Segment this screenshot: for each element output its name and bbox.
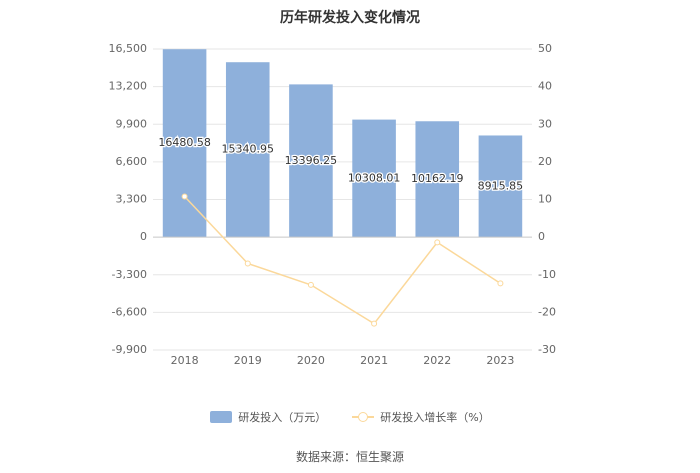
data-source: 数据来源：恒生聚源	[295, 450, 404, 464]
growth-rate-point	[181, 193, 188, 200]
legend-line-swatch	[352, 411, 375, 423]
chart-title: 历年研发投入变化情况	[280, 10, 420, 26]
bar-data-label: 16480.58	[158, 136, 211, 149]
legend-item-bar[interactable]: 研发投入（万元）	[210, 409, 326, 425]
bar-data-label: 10162.19	[411, 172, 464, 185]
legend-line-label: 研发投入增长率（%）	[380, 411, 490, 424]
legend-bar-swatch	[210, 411, 233, 423]
y-right-tick-label: 10	[538, 193, 552, 206]
chart-legend: 研发投入（万元） 研发投入增长率（%）	[0, 409, 700, 425]
bar	[352, 119, 396, 238]
bar-data-label: 8915.85	[478, 179, 524, 192]
bar-data-label: 10308.01	[348, 171, 401, 184]
x-tick-label: 2022	[423, 354, 451, 367]
y-right-tick-label: 0	[538, 230, 545, 243]
bar	[478, 135, 523, 238]
bar	[162, 49, 207, 238]
y-left-tick-label: 16,500	[109, 42, 148, 55]
growth-rate-point	[497, 280, 504, 287]
y-right-tick-label: 20	[538, 155, 552, 168]
y-left-tick-label: -9,900	[112, 343, 147, 356]
growth-rate-point	[434, 239, 441, 246]
y-left-tick-label: 6,600	[116, 155, 148, 168]
x-tick-label: 2023	[486, 354, 514, 367]
y-left-tick-label: -6,600	[112, 305, 147, 318]
y-right-tick-label: -20	[538, 305, 556, 318]
y-left-tick-label: 3,300	[116, 193, 148, 206]
y-right-tick-label: 30	[538, 117, 552, 130]
x-tick-label: 2020	[297, 354, 325, 367]
y-right-tick-label: -30	[538, 343, 556, 356]
legend-item-line[interactable]: 研发投入增长率（%）	[352, 409, 490, 425]
bar	[225, 62, 270, 238]
y-left-tick-label: -3,300	[112, 268, 147, 281]
y-left-tick-label: 0	[140, 230, 147, 243]
x-tick-label: 2019	[234, 354, 262, 367]
y-right-tick-label: 40	[538, 80, 552, 93]
bar-data-label: 13396.25	[285, 154, 338, 167]
x-tick-label: 2018	[171, 354, 199, 367]
growth-rate-point	[244, 260, 251, 267]
growth-rate-line	[184, 195, 501, 325]
y-left-tick-label: 13,200	[109, 80, 148, 93]
y-right-tick-label: 50	[538, 42, 552, 55]
bar	[289, 84, 333, 238]
x-tick-label: 2021	[360, 354, 388, 367]
growth-rate-point	[371, 320, 378, 327]
legend-bar-label: 研发投入（万元）	[238, 411, 327, 424]
y-left-tick-label: 9,900	[116, 117, 148, 130]
growth-rate-point	[307, 281, 314, 288]
bar	[415, 121, 460, 238]
y-right-tick-label: -10	[538, 268, 556, 281]
bar-data-label: 15340.95	[222, 143, 275, 156]
